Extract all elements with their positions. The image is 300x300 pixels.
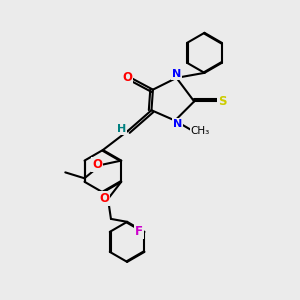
Text: O: O	[92, 158, 102, 171]
Text: N: N	[173, 119, 183, 129]
Text: O: O	[99, 192, 109, 205]
Text: F: F	[135, 225, 143, 238]
Text: H: H	[117, 124, 126, 134]
Text: CH₃: CH₃	[190, 126, 210, 136]
Text: S: S	[218, 95, 226, 108]
Text: N: N	[172, 69, 181, 79]
Text: O: O	[122, 71, 132, 84]
